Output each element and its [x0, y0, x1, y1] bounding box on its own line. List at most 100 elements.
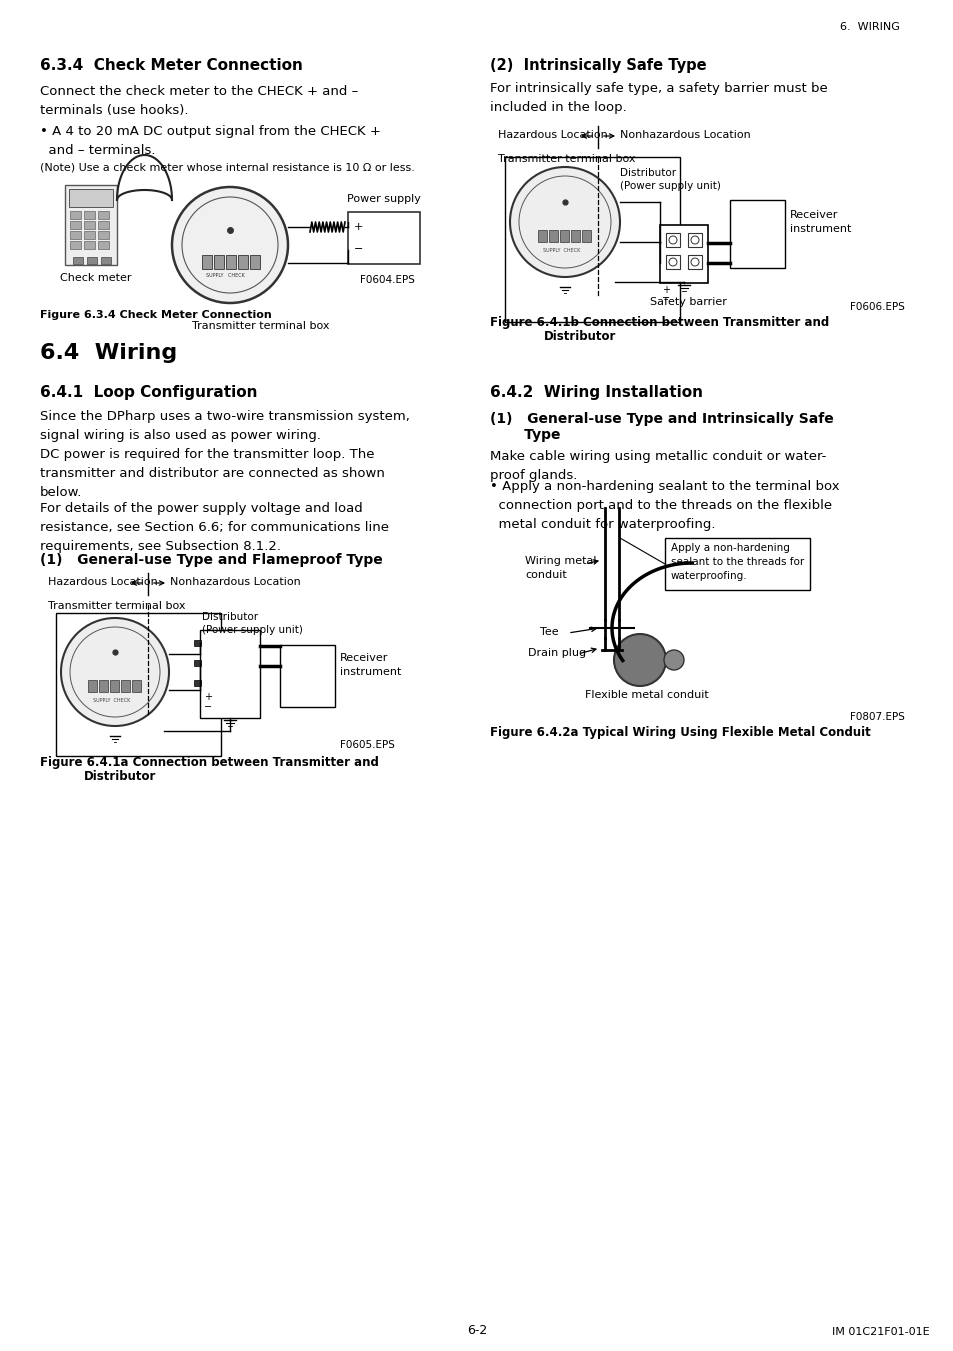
Text: Distributor: Distributor [84, 770, 156, 784]
Circle shape [510, 168, 619, 277]
Bar [537, 230, 546, 242]
Bar [121, 680, 130, 692]
Text: Connect the check meter to the CHECK + and –
terminals (use hooks).: Connect the check meter to the CHECK + a… [40, 85, 358, 118]
Text: Receiver
instrument: Receiver instrument [789, 209, 850, 234]
Text: Transmitter terminal box: Transmitter terminal box [192, 322, 329, 331]
Text: SUPPLY   CHECK: SUPPLY CHECK [206, 273, 245, 278]
Bar [84, 211, 95, 219]
Bar [250, 255, 260, 269]
Text: 6.4.2  Wiring Installation: 6.4.2 Wiring Installation [490, 385, 702, 400]
Text: 6.4.1  Loop Configuration: 6.4.1 Loop Configuration [40, 385, 257, 400]
Circle shape [663, 650, 683, 670]
Bar [70, 231, 81, 239]
Text: Drain plug: Drain plug [527, 648, 585, 658]
Bar [98, 211, 109, 219]
Text: F0606.EPS: F0606.EPS [849, 303, 904, 312]
Bar [226, 255, 235, 269]
Circle shape [614, 634, 665, 686]
Text: Type: Type [490, 428, 560, 442]
Bar [664, 538, 809, 590]
Text: Figure 6.4.1a Connection between Transmitter and: Figure 6.4.1a Connection between Transmi… [40, 757, 378, 769]
Text: Figure 6.4.1b Connection between Transmitter and: Figure 6.4.1b Connection between Transmi… [490, 316, 828, 330]
Text: F0604.EPS: F0604.EPS [359, 276, 415, 285]
Text: +: + [354, 222, 363, 232]
Bar [193, 661, 201, 666]
Text: (2)  Intrinsically Safe Type: (2) Intrinsically Safe Type [490, 58, 706, 73]
Bar [348, 212, 419, 263]
Bar [65, 185, 117, 265]
Text: For intrinsically safe type, a safety barrier must be
included in the loop.: For intrinsically safe type, a safety ba… [490, 82, 827, 113]
Circle shape [61, 617, 169, 725]
Text: • Apply a non-hardening sealant to the terminal box
  connection port and to the: • Apply a non-hardening sealant to the t… [490, 480, 839, 531]
Text: Nonhazardous Location: Nonhazardous Location [170, 577, 300, 586]
Text: +: + [204, 692, 212, 703]
Bar [101, 257, 111, 263]
Bar [581, 230, 590, 242]
Bar [687, 232, 701, 247]
Text: Figure 6.3.4 Check Meter Connection: Figure 6.3.4 Check Meter Connection [40, 309, 272, 320]
Text: F0605.EPS: F0605.EPS [340, 740, 395, 750]
Bar [237, 255, 248, 269]
Bar [56, 613, 221, 757]
Text: Wiring metal
conduit: Wiring metal conduit [524, 557, 596, 580]
Text: Figure 6.4.2a Typical Wiring Using Flexible Metal Conduit: Figure 6.4.2a Typical Wiring Using Flexi… [490, 725, 870, 739]
Bar [87, 257, 97, 263]
Bar [200, 630, 260, 717]
Text: Flexible metal conduit: Flexible metal conduit [584, 690, 708, 700]
Text: (1)   General-use Type and Intrinsically Safe: (1) General-use Type and Intrinsically S… [490, 412, 833, 426]
Text: Nonhazardous Location: Nonhazardous Location [619, 130, 750, 141]
Bar [132, 680, 141, 692]
Bar [559, 230, 568, 242]
Bar [504, 157, 679, 322]
Text: (Note) Use a check meter whose internal resistance is 10 Ω or less.: (Note) Use a check meter whose internal … [40, 162, 415, 172]
Bar [73, 257, 83, 263]
Circle shape [172, 186, 288, 303]
Text: Power supply: Power supply [347, 195, 420, 204]
Bar [98, 231, 109, 239]
Text: −: − [204, 703, 212, 712]
Bar [571, 230, 579, 242]
Text: For details of the power supply voltage and load
resistance, see Section 6.6; fo: For details of the power supply voltage … [40, 503, 389, 553]
Bar [202, 255, 212, 269]
Bar [280, 644, 335, 707]
Text: Tee: Tee [539, 627, 558, 638]
Bar [687, 255, 701, 269]
Text: Hazardous Location: Hazardous Location [48, 577, 157, 586]
Bar [84, 222, 95, 230]
Text: 6.3.4  Check Meter Connection: 6.3.4 Check Meter Connection [40, 58, 302, 73]
Bar [98, 240, 109, 249]
Text: IM 01C21F01-01E: IM 01C21F01-01E [832, 1327, 929, 1337]
Bar [70, 222, 81, 230]
Text: SUPPLY  CHECK: SUPPLY CHECK [92, 698, 131, 703]
Text: Distributor
(Power supply unit): Distributor (Power supply unit) [202, 612, 302, 635]
Text: Distributor
(Power supply unit): Distributor (Power supply unit) [619, 168, 720, 192]
Text: Check meter: Check meter [60, 273, 132, 282]
Text: Since the DPharp uses a two-wire transmission system,
signal wiring is also used: Since the DPharp uses a two-wire transmi… [40, 409, 410, 442]
Bar [84, 240, 95, 249]
Bar [110, 680, 119, 692]
Text: Receiver
instrument: Receiver instrument [339, 653, 401, 677]
Text: F0807.EPS: F0807.EPS [849, 712, 904, 721]
Text: Safety barrier: Safety barrier [649, 297, 726, 307]
Text: −: − [354, 245, 363, 254]
Text: SUPPLY  CHECK: SUPPLY CHECK [542, 249, 579, 253]
Text: +: + [661, 285, 669, 295]
Bar [213, 255, 224, 269]
Bar [99, 680, 108, 692]
Text: 6-2: 6-2 [466, 1324, 487, 1337]
Bar [69, 189, 112, 207]
Bar [729, 200, 784, 267]
Text: Transmitter terminal box: Transmitter terminal box [48, 601, 185, 611]
Text: 6.4  Wiring: 6.4 Wiring [40, 343, 177, 363]
Bar [84, 231, 95, 239]
Text: Distributor: Distributor [543, 330, 616, 343]
Text: (1)   General-use Type and Flameproof Type: (1) General-use Type and Flameproof Type [40, 553, 382, 567]
Text: −: − [661, 293, 669, 303]
Bar [98, 222, 109, 230]
Text: Transmitter terminal box: Transmitter terminal box [497, 154, 635, 163]
Text: • A 4 to 20 mA DC output signal from the CHECK +
  and – terminals.: • A 4 to 20 mA DC output signal from the… [40, 126, 380, 157]
Bar [659, 226, 707, 282]
Bar [193, 640, 201, 646]
Bar [665, 255, 679, 269]
Bar [665, 232, 679, 247]
